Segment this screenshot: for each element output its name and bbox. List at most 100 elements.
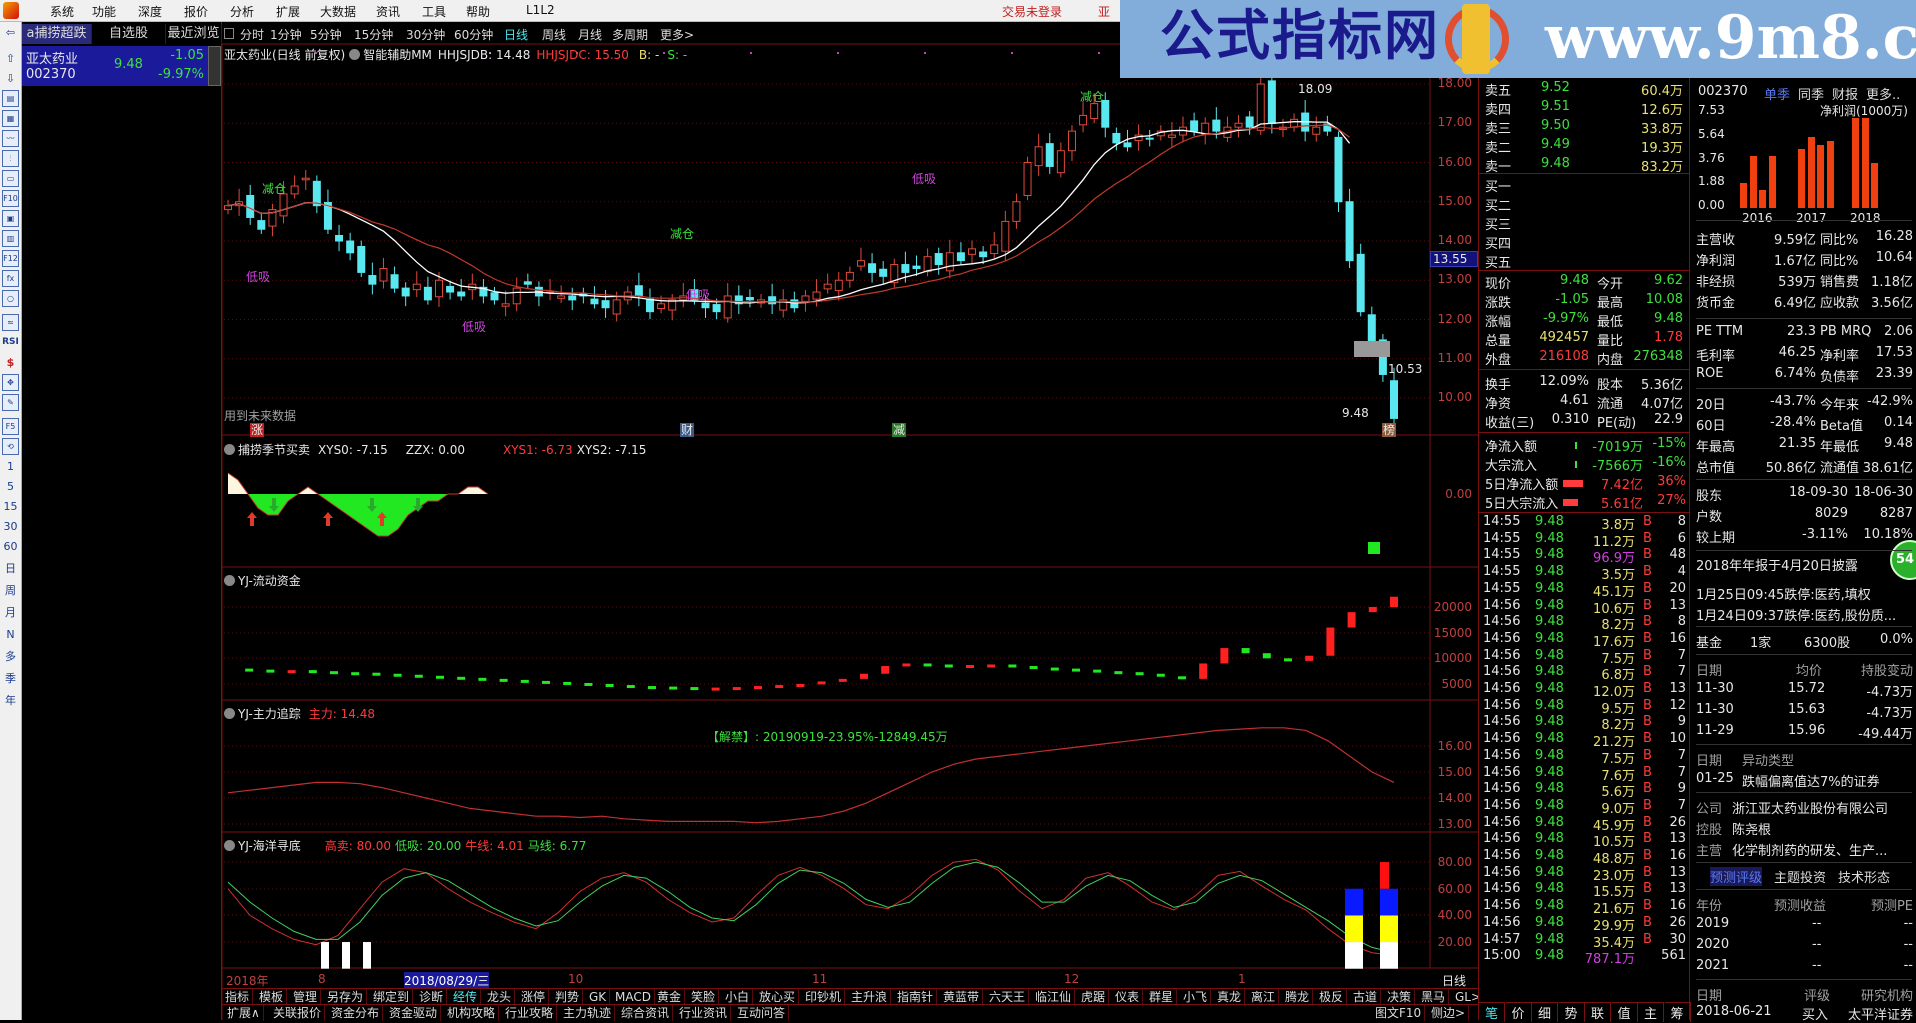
trade-login-status[interactable]: 交易未登录 [1002,5,1063,19]
pane-menu-icon[interactable] [224,708,235,719]
order-tab-5[interactable]: 值 [1611,1002,1638,1022]
indicator-tab-18[interactable]: 指南针 [894,989,938,1004]
indicator-tab-5[interactable]: 诊断 [416,989,448,1004]
bottom-tab-1[interactable]: 关联报价 [270,1005,326,1021]
indicator-tab-2[interactable]: 管理 [290,989,322,1004]
toolbar-button-5[interactable]: 〰 [2,130,19,147]
period-4[interactable]: 30分钟 [406,28,446,42]
menu-7[interactable]: 资讯 [376,5,401,19]
stocklist-scrollbar[interactable] [208,46,221,86]
indicator-tab-33[interactable]: GL> [1452,989,1478,1004]
bottom-tab-5[interactable]: 行业攻略 [502,1005,558,1021]
toolbar-button-13[interactable]: ○ [2,290,19,307]
period-10[interactable]: 更多> [660,28,695,42]
f10-tab-3[interactable]: 更多.. [1866,88,1901,103]
f10-subtab-0[interactable]: 预测评级 [1710,867,1763,886]
event-item[interactable]: 1月24日09:37跌停:医药,股份质... [1696,609,1897,624]
indicator-tab-25[interactable]: 小飞 [1180,989,1212,1004]
stock-row[interactable]: 亚太药业 002370 9.48 -1.05 -9.97% [22,46,208,86]
event-marker-3[interactable]: 榜 [1382,423,1397,437]
order-tab-2[interactable]: 细 [1532,1002,1558,1022]
toolbar-button-9[interactable]: ▣ [2,210,19,227]
rating-badge[interactable]: 54 [1890,540,1916,580]
f10-tab-1[interactable]: 同季 [1798,88,1825,103]
toolbar-button-23[interactable]: 15 [3,500,18,513]
stocklist-tab-2[interactable]: 最近浏览 [166,24,222,44]
f10-tab-0[interactable]: 单季 [1764,88,1791,103]
event-marker-1[interactable]: 财 [680,423,695,437]
toolbar-button-17[interactable]: ✥ [2,374,19,391]
indicator-tab-0[interactable]: 指标 [222,989,254,1004]
toolbar-button-15[interactable]: RSI [2,337,19,347]
toolbar-button-16[interactable]: $ [6,356,15,369]
menu-3[interactable]: 报价 [184,5,209,19]
indicator-tab-10[interactable]: GK [586,989,611,1004]
period-9[interactable]: 多周期 [612,28,649,42]
indicator-tab-14[interactable]: 小白 [722,989,754,1004]
bottom-tab-7[interactable]: 综合资讯 [618,1005,674,1021]
indicator-tab-8[interactable]: 涨停 [518,989,550,1004]
menu-5[interactable]: 扩展 [276,5,301,19]
menu-1[interactable]: 功能 [92,5,117,19]
period-7[interactable]: 周线 [542,28,567,42]
indicator-tab-7[interactable]: 龙头 [484,989,516,1004]
bottom-tab-3[interactable]: 资金驱动 [386,1005,442,1021]
stocklist-tab-1[interactable]: 自选股 [92,24,166,44]
toolbar-button-29[interactable]: N [6,628,15,641]
toolbar-button-18[interactable]: ✎ [2,394,19,411]
panel-toggle-icon[interactable] [224,28,234,39]
indicator-tab-12[interactable]: 黄金 [654,989,686,1004]
indicator-tab-30[interactable]: 古道 [1350,989,1382,1004]
indicator-tab-17[interactable]: 主升浪 [848,989,892,1004]
indicator-tab-31[interactable]: 决策 [1384,989,1416,1004]
period-2[interactable]: 5分钟 [310,28,342,42]
indicator-tab-26[interactable]: 真龙 [1214,989,1246,1004]
menu-6[interactable]: 大数据 [320,5,357,19]
period-1[interactable]: 1分钟 [270,28,302,42]
toolbar-button-10[interactable]: ▥ [2,230,19,247]
indicator-tab-16[interactable]: 印钞机 [802,989,846,1004]
chart-area[interactable]: 分时 1分钟 5分钟 15分钟 30分钟 60分钟 日线 周线 月线 多周期 更多> 亚太药业(日线 … [222,22,1478,1021]
toolbar-button-2[interactable]: ⇩ [5,72,16,85]
order-tab-4[interactable]: 联 [1585,1002,1611,1022]
pane-menu-icon[interactable] [224,444,235,455]
period-3[interactable]: 15分钟 [354,28,394,42]
bottom-tab-8[interactable]: 行业资讯 [676,1005,732,1021]
period-8[interactable]: 月线 [578,28,603,42]
f10-tab-2[interactable]: 财报 [1832,88,1859,103]
pane-menu-icon[interactable] [224,840,235,851]
toolbar-button-24[interactable]: 30 [3,520,18,533]
toolbar-button-28[interactable]: 月 [5,606,16,619]
indicator-tab-23[interactable]: 仪表 [1112,989,1144,1004]
period-5[interactable]: 60分钟 [454,28,494,42]
event-marker-0[interactable]: 涨 [250,423,265,437]
toolbar-button-20[interactable]: ⟲ [2,438,19,455]
bottom-tab-2[interactable]: 资金分布 [328,1005,384,1021]
toolbar-button-0[interactable]: ⇦ [5,26,16,39]
toolbar-button-30[interactable]: 多 [5,650,16,663]
side-panel-toggle[interactable]: 侧边> [1428,1005,1470,1021]
menu-2[interactable]: 深度 [138,5,163,19]
indicator-tab-4[interactable]: 绑定到 [370,989,414,1004]
toolbar-button-3[interactable]: ▤ [2,90,19,107]
indicator-tab-29[interactable]: 极反 [1316,989,1348,1004]
event-marker-2[interactable]: 减 [892,423,907,437]
period-0[interactable]: 分时 [240,28,265,42]
toolbar-button-27[interactable]: 周 [5,584,16,597]
period-6[interactable]: 日线 [504,28,529,42]
indicator-tab-13[interactable]: 笑脸 [688,989,720,1004]
toolbar-button-21[interactable]: 1 [7,460,14,473]
indicator-tab-3[interactable]: 另存为 [324,989,368,1004]
toolbar-button-25[interactable]: 60 [3,540,18,553]
f10-subtab-2[interactable]: 技术形态 [1838,871,1891,886]
order-tab-1[interactable]: 价 [1505,1002,1532,1022]
indicator-tab-21[interactable]: 临江仙 [1032,989,1076,1004]
indicator-tab-20[interactable]: 六天王 [986,989,1030,1004]
toolbar-button-4[interactable]: ▦ [2,110,19,127]
indicator-tab-1[interactable]: 模板 [256,989,288,1004]
toolbar-button-8[interactable]: F10 [2,190,19,207]
toolbar-button-22[interactable]: 5 [7,480,14,493]
indicator-dropdown-icon[interactable] [349,49,361,60]
indicator-tab-11[interactable]: MACD [612,989,655,1004]
menu-10[interactable]: L1L2 [526,3,555,17]
